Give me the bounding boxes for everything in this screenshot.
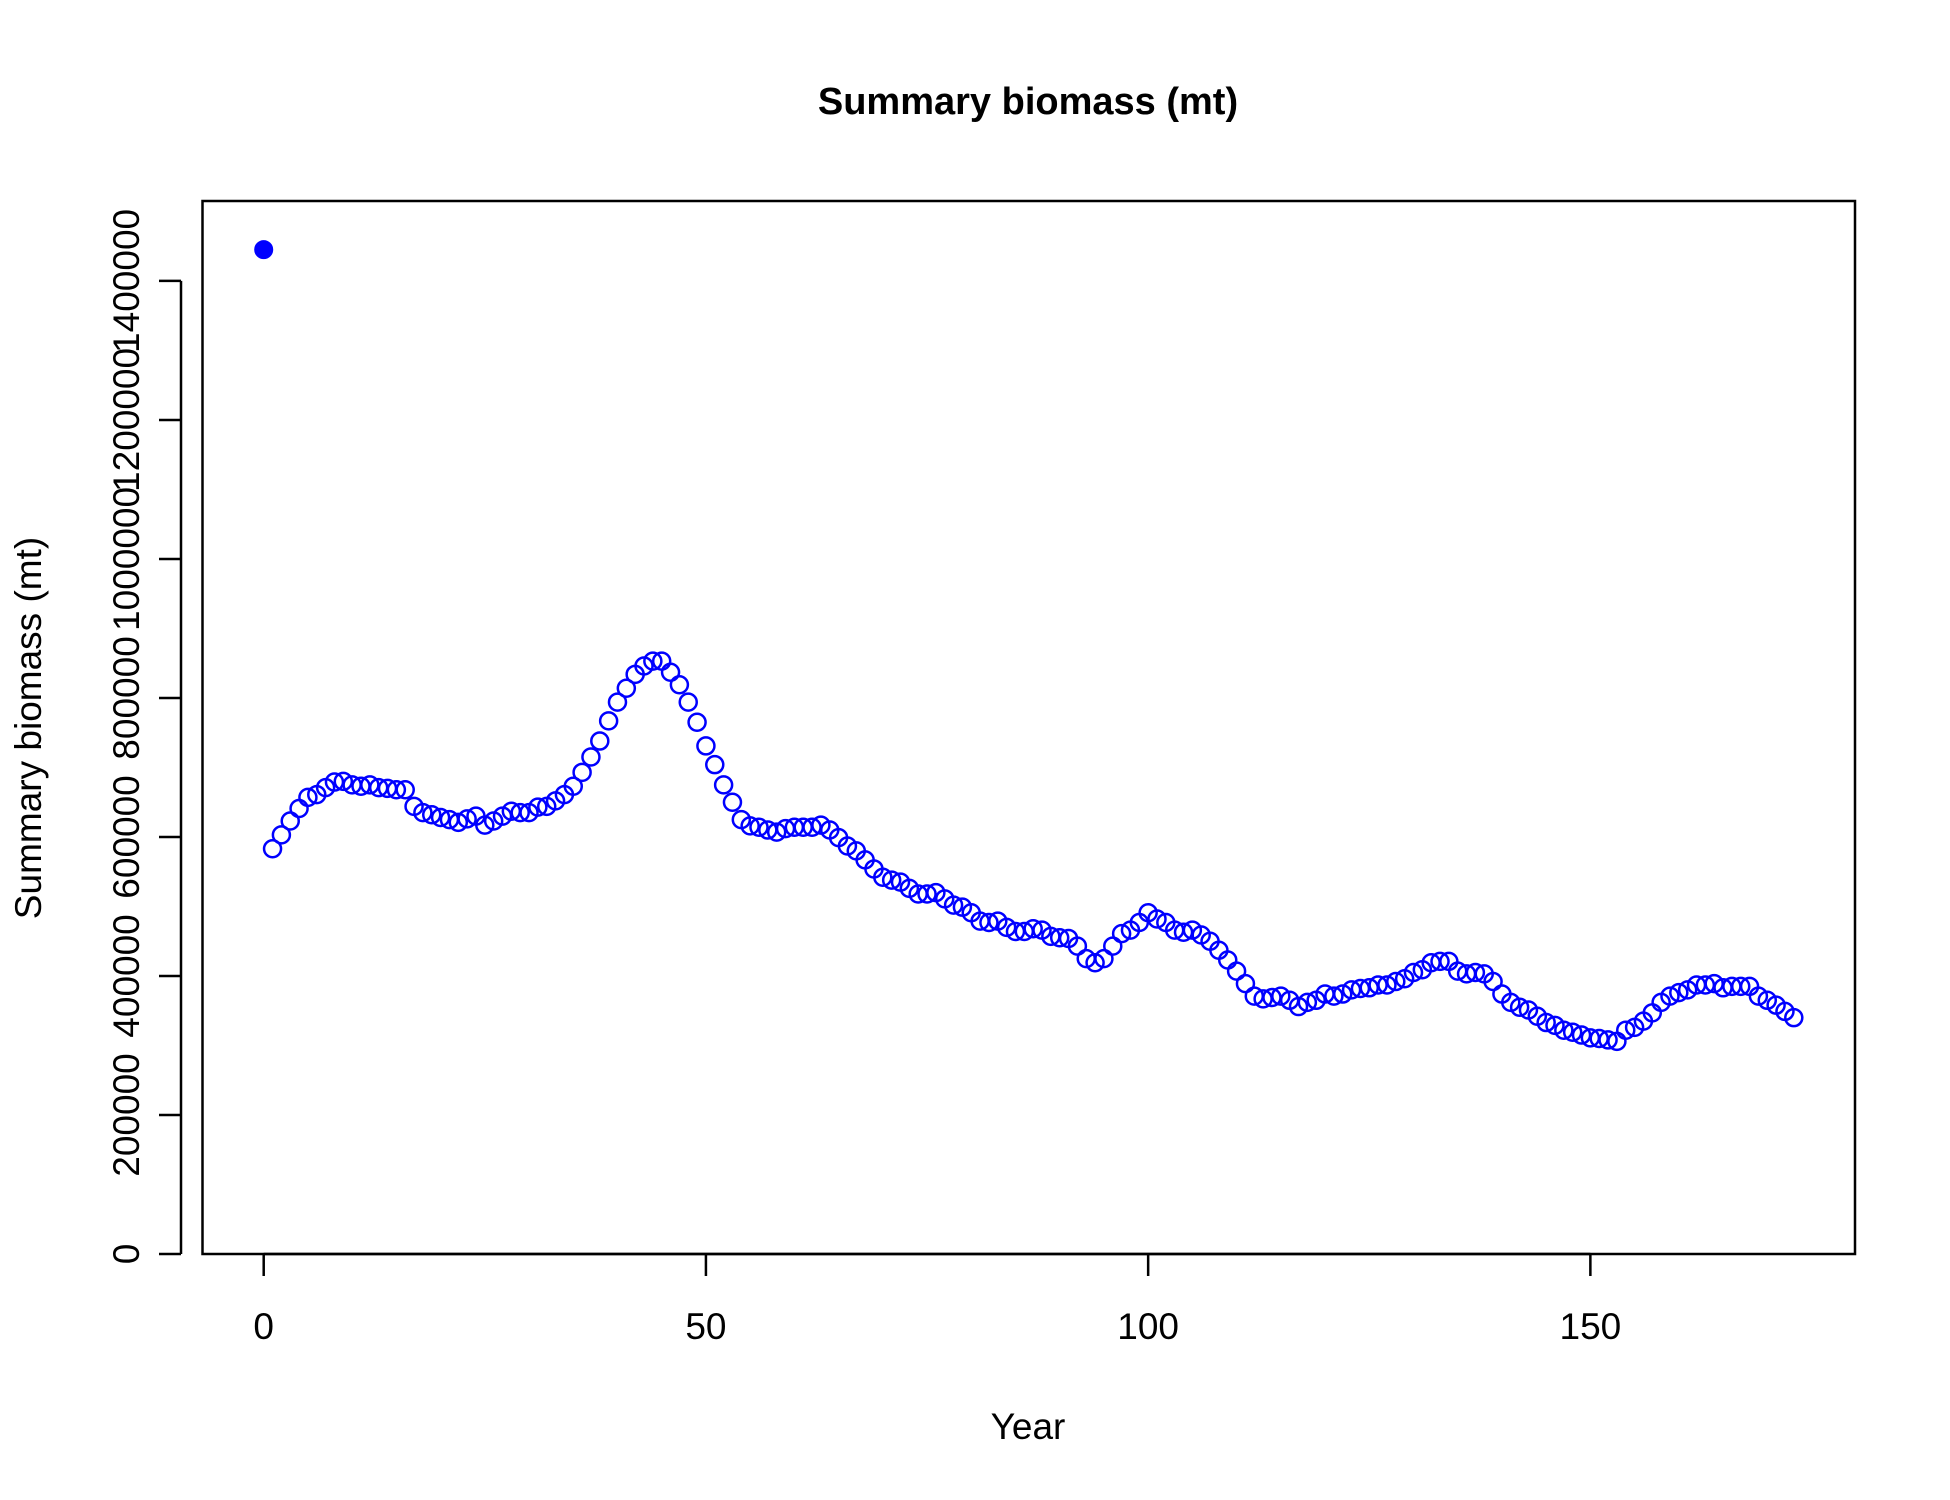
plot-box (201, 199, 1857, 1256)
x-tick-label: 150 (1560, 1306, 1622, 1347)
data-point (713, 775, 734, 795)
data-point (395, 779, 415, 800)
data-point (528, 797, 548, 817)
data-point (590, 731, 610, 751)
chart-title: Summary biomass (mt) (818, 81, 1238, 123)
data-point (881, 870, 902, 890)
data-point (1536, 1012, 1556, 1033)
x-tick-label: 100 (1117, 1306, 1179, 1347)
data-point (678, 692, 698, 712)
data-point (262, 839, 283, 859)
data-point (1403, 962, 1424, 983)
data-point (1332, 984, 1353, 1004)
data-point (616, 678, 637, 698)
data-point (1509, 997, 1530, 1018)
data-point (581, 747, 601, 767)
data-point (448, 812, 469, 833)
data-point (1669, 982, 1689, 1003)
y-tick-label: 1000000 (106, 487, 147, 631)
data-point (1562, 1022, 1583, 1043)
data-point (421, 804, 442, 825)
y-tick-label: 400000 (106, 914, 147, 1037)
data-point (430, 807, 451, 828)
data-point (1297, 992, 1318, 1013)
data-point (660, 662, 681, 682)
data-point (1103, 936, 1123, 956)
data-point (386, 779, 407, 800)
data-point (669, 675, 690, 695)
y-tick-label: 1400000 (106, 209, 147, 353)
data-point (1554, 1020, 1574, 1040)
data-point (1271, 986, 1291, 1006)
data-point (705, 754, 725, 775)
data-point (271, 825, 292, 845)
data-point (1023, 918, 1043, 939)
data-point (1147, 909, 1167, 929)
data-point (979, 912, 999, 933)
data-point (289, 798, 309, 819)
y-tick-label: 600000 (106, 775, 147, 898)
data-point (1377, 975, 1397, 995)
y-tick-label: 800000 (106, 636, 147, 759)
data-point (1730, 976, 1751, 997)
data-point (643, 651, 663, 671)
y-tick-label: 1200000 (106, 348, 147, 492)
data-point (333, 771, 354, 792)
data-point (572, 762, 592, 783)
data-point (1111, 923, 1132, 944)
data-point (749, 817, 769, 837)
data-point (1465, 962, 1486, 983)
data-point (1350, 978, 1371, 999)
data-point (1235, 973, 1256, 994)
x-tick-label: 50 (685, 1306, 726, 1347)
x-axis-label: Year (991, 1406, 1066, 1447)
y-tick-label: 0 (106, 1244, 147, 1265)
data-point (1226, 961, 1247, 981)
data-point (696, 736, 716, 756)
data-point (1784, 1007, 1804, 1028)
data-point (1085, 953, 1105, 973)
data-point (1368, 975, 1388, 995)
data-point (943, 895, 964, 915)
data-point (1288, 996, 1309, 1017)
data-point (254, 240, 274, 260)
data-point (457, 809, 477, 829)
data-point (298, 787, 318, 808)
data-point (687, 712, 707, 733)
data-point (1049, 928, 1070, 948)
data-point (917, 884, 937, 904)
data-point (1324, 986, 1344, 1006)
data-point (607, 692, 628, 712)
data-point (1748, 986, 1769, 1006)
data-point (413, 802, 433, 823)
data-point (1430, 951, 1450, 972)
data-point (360, 775, 380, 795)
data-point (722, 792, 743, 812)
x-tick-label: 0 (253, 1306, 274, 1347)
data-point (873, 867, 893, 888)
data-point (475, 815, 495, 835)
data-point (1598, 1030, 1618, 1050)
data-point (740, 816, 760, 836)
y-tick-label: 200000 (106, 1053, 147, 1176)
data-point (510, 802, 530, 823)
data-point (996, 917, 1017, 938)
data-point (598, 711, 619, 731)
data-point (1386, 971, 1406, 992)
data-point (766, 822, 787, 842)
data-point (1616, 1020, 1636, 1040)
y-axis-label: Summary biomass (mt) (8, 537, 49, 919)
data-point (1660, 986, 1680, 1006)
data-point (563, 776, 584, 796)
data-point (280, 811, 300, 831)
data-point (1571, 1025, 1592, 1045)
